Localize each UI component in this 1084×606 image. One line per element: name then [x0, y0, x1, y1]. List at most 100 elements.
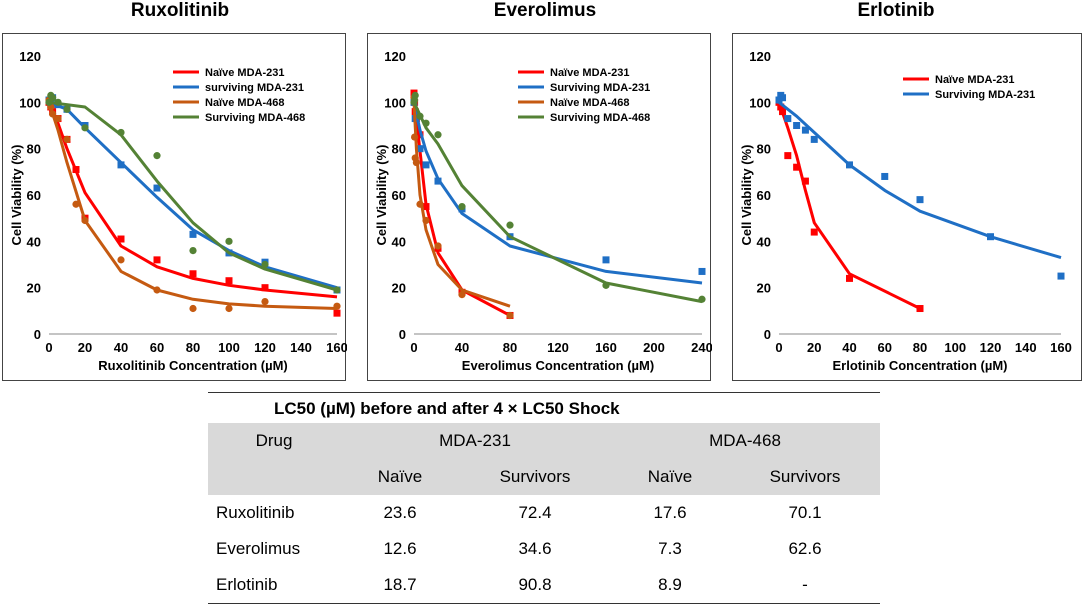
x-tick-label: 60	[150, 340, 164, 355]
data-point	[261, 260, 269, 269]
data-point	[916, 305, 924, 313]
data-point	[189, 304, 197, 313]
x-tick-label: 40	[455, 340, 469, 355]
data-point	[49, 94, 57, 102]
data-point	[54, 98, 62, 106]
x-tick-label: 80	[186, 340, 200, 355]
y-tick-label: 100	[19, 95, 41, 110]
data-point	[225, 304, 233, 313]
data-point	[698, 295, 706, 303]
x-tick-label: 140	[290, 340, 312, 355]
data-point	[422, 216, 430, 225]
legend-label: Naïve MDA-468	[550, 97, 629, 109]
y-tick-label: 120	[19, 49, 41, 64]
chart-svg-erlotinib: 0 20 40 60 80 100 120 0 20 40 60 80 100 120 140 160 Erlo…	[739, 49, 1072, 373]
header-mda-231: MDA-231	[340, 423, 610, 459]
x-tick-label: 0	[45, 340, 52, 355]
series-line	[48, 100, 338, 290]
data-point	[412, 158, 420, 167]
cell-value: 8.9	[610, 567, 730, 604]
header-spacer	[208, 459, 340, 495]
data-point	[117, 235, 125, 243]
x-tick-label: 160	[326, 340, 347, 355]
data-point	[189, 230, 197, 238]
x-axis-label: Ruxolitinib Concentration (µM)	[98, 358, 287, 373]
legend-label: surviving MDA-231	[205, 82, 304, 94]
data-point	[49, 110, 57, 118]
y-tick-label: 20	[27, 281, 41, 296]
data-point	[801, 177, 809, 185]
data-point	[793, 122, 801, 129]
data-point	[434, 242, 442, 250]
data-point	[881, 172, 889, 180]
series-line	[777, 101, 921, 310]
data-point	[153, 184, 161, 192]
legend-label: Naïve MDA-231	[550, 67, 629, 79]
chart-title-erlotinib: Erlotinib	[857, 0, 935, 21]
legend-label: Naïve MDA-231	[205, 67, 284, 79]
x-tick-label: 0	[410, 340, 417, 355]
cell-value: 34.6	[518, 539, 552, 558]
data-point	[72, 200, 80, 208]
x-tick-label: 40	[114, 340, 128, 355]
subheader-mda468-naive: Naïve	[610, 459, 730, 495]
x-tick-label: 140	[1015, 340, 1037, 355]
x-axis-label: Erlotinib Concentration (µM)	[832, 358, 1007, 373]
x-tick-label: 20	[78, 340, 92, 355]
data-point	[416, 112, 424, 120]
y-tick-label: 0	[764, 327, 771, 342]
y-tick-label: 100	[384, 95, 406, 110]
data-point	[225, 277, 233, 285]
data-point	[602, 281, 610, 289]
data-point	[422, 119, 430, 127]
data-point	[261, 284, 269, 292]
legend-label: Naïve MDA-231	[935, 74, 1014, 86]
y-tick-label: 60	[392, 188, 406, 203]
x-axis-label: Everolimus Concentration (µM)	[462, 358, 654, 373]
y-tick-label: 20	[392, 281, 406, 296]
data-point	[153, 256, 161, 264]
data-point	[1057, 272, 1065, 280]
data-point	[458, 291, 466, 299]
data-point	[801, 126, 809, 134]
data-point	[422, 161, 430, 169]
data-point	[779, 108, 787, 116]
data-point	[117, 256, 125, 264]
x-tick-label: 160	[1050, 340, 1072, 355]
data-point	[602, 256, 610, 264]
table-row: Everolimus 12.6 34.6 7.3 62.6	[208, 531, 880, 567]
series-line	[412, 101, 703, 304]
series-line	[48, 100, 338, 292]
series-line	[778, 101, 1062, 260]
data-point	[793, 163, 801, 171]
y-tick-label: 0	[34, 327, 41, 342]
table-row: Erlotinib 18.7 90.8 8.9 -	[208, 567, 880, 604]
data-point	[810, 228, 818, 236]
y-tick-label: 120	[749, 49, 771, 64]
data-point	[54, 114, 62, 123]
data-point	[810, 135, 818, 143]
chart-title-everolimus: Everolimus	[493, 0, 597, 21]
row-drug: Erlotinib	[208, 567, 340, 604]
legend-label: Surviving MDA-468	[550, 112, 650, 124]
subheader-mda231-survivors: Survivors	[460, 459, 610, 495]
y-tick-label: 80	[392, 142, 406, 157]
x-tick-label: 80	[913, 340, 927, 355]
data-point	[784, 152, 792, 160]
x-tick-label: 0	[775, 340, 782, 355]
y-tick-label: 40	[757, 234, 771, 249]
chart-panel-erlotinib: 0 20 40 60 80 100 120 0 20 40 60 80 100 120 140 160 Erlo…	[732, 33, 1082, 381]
subheader-mda231-naive: Naïve	[340, 459, 460, 495]
data-point	[779, 94, 787, 102]
cell-value: 12.6	[383, 539, 417, 558]
y-tick-label: 40	[27, 234, 41, 249]
y-axis-label: Cell Viability (%)	[374, 145, 389, 246]
y-tick-label: 0	[399, 327, 406, 342]
data-point	[333, 309, 341, 317]
data-point	[698, 267, 706, 275]
cell-value: 18.7	[340, 567, 460, 604]
chart-panel-everolimus: 0 20 40 60 80 100 120 0 40 80 120 160 200 240 Everolim…	[367, 33, 712, 381]
data-point	[63, 135, 71, 143]
data-point	[434, 177, 442, 185]
x-tick-label: 160	[595, 340, 617, 355]
